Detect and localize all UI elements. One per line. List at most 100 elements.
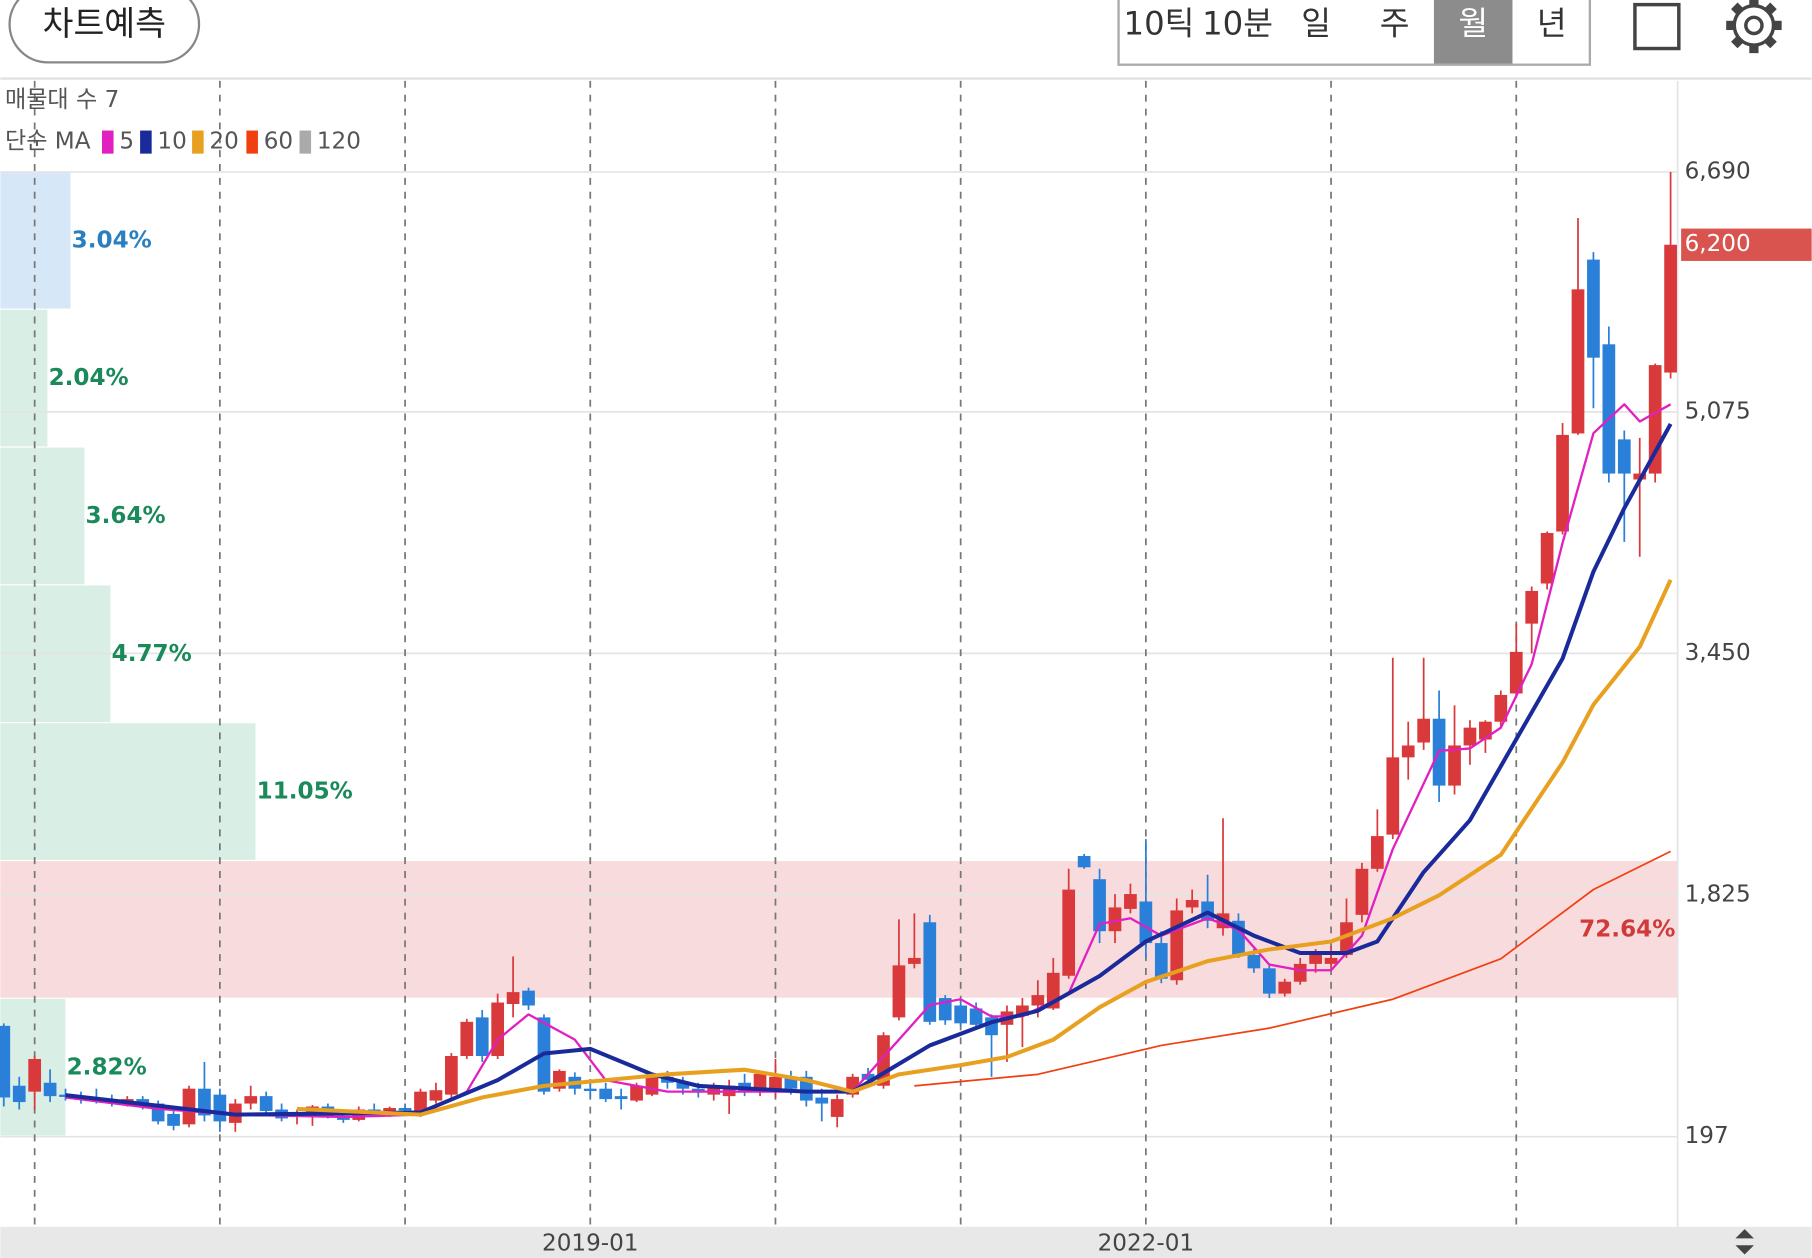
period-option[interactable]: 년 xyxy=(1537,4,1567,42)
predict-button-label[interactable]: 차트예측 xyxy=(43,4,166,43)
legend-swatch xyxy=(140,130,152,154)
candle-body xyxy=(954,1005,968,1024)
period-option[interactable]: 10분 xyxy=(1202,4,1273,42)
candle-body xyxy=(1293,963,1307,982)
candle-body xyxy=(1093,879,1106,932)
volume-profile-label: 3.64% xyxy=(86,503,166,529)
candle-body xyxy=(1401,745,1415,758)
candle-body xyxy=(414,1091,427,1111)
volume-profile-label: 2.04% xyxy=(49,365,129,391)
candle-body xyxy=(12,1085,26,1103)
ma-label: 단순 MA xyxy=(5,129,91,155)
last-price-label: 6,200 xyxy=(1685,231,1751,257)
period-option[interactable]: 주 xyxy=(1380,4,1410,42)
candle-body xyxy=(830,1099,844,1117)
period-selector: 10틱 10분 일 주 월 년 xyxy=(1117,0,1592,66)
candle-body xyxy=(1247,954,1261,969)
candle-body xyxy=(1571,289,1585,434)
candle-body xyxy=(583,1088,597,1092)
candle-body xyxy=(136,1099,150,1104)
candle-body xyxy=(1448,745,1461,786)
candle-body xyxy=(923,922,937,1022)
predict-button[interactable] xyxy=(8,0,201,64)
candle-body xyxy=(1556,434,1569,532)
candle-body xyxy=(1525,590,1539,624)
legend-label: 120 xyxy=(317,129,361,155)
candle-body xyxy=(1587,259,1600,358)
gear-tooth xyxy=(1772,20,1782,31)
volume-profile-label: 2.82% xyxy=(67,1054,147,1080)
candle-body xyxy=(892,965,906,1018)
legend-swatch xyxy=(246,130,258,154)
volume-profile-bar xyxy=(0,309,48,447)
candle-body xyxy=(522,990,535,1006)
candle-body xyxy=(815,1097,829,1104)
moving-average-line xyxy=(65,422,1673,1117)
candle-body xyxy=(1077,856,1091,868)
scroll-icon[interactable] xyxy=(1735,1229,1754,1255)
volume-profile-label: 72.64% xyxy=(1579,916,1675,942)
candle-body xyxy=(1324,957,1338,964)
candle-body xyxy=(475,1017,489,1057)
candle-body xyxy=(383,1108,396,1113)
candle-body xyxy=(861,1073,875,1080)
gear-tooth xyxy=(1749,43,1759,54)
gear-hub xyxy=(1744,15,1764,36)
y-tick-label: 6,690 xyxy=(1685,158,1751,184)
candle-body xyxy=(167,1113,180,1126)
volume-profile-bar xyxy=(0,723,256,860)
candle-body xyxy=(460,1021,474,1057)
candle-body xyxy=(429,1090,443,1101)
volume-profile-label: 4.77% xyxy=(112,641,192,667)
legend-swatch xyxy=(299,130,312,154)
gear-tooth xyxy=(1749,0,1759,7)
y-tick-label: 3,450 xyxy=(1685,640,1751,666)
legend-label: 20 xyxy=(209,129,238,155)
candle-body xyxy=(28,1058,42,1092)
candle-body xyxy=(1509,651,1523,694)
candle-body xyxy=(1463,727,1477,746)
candle-body xyxy=(1540,532,1554,584)
volume-profile-bar xyxy=(0,861,1678,998)
plot-layer: 197 1,825 3,450 5,075 6,690 2.82% 72.64% 11.05%… xyxy=(0,80,1812,1227)
candle-body xyxy=(645,1076,659,1095)
fullscreen-icon[interactable] xyxy=(1633,2,1681,51)
gear-tooth xyxy=(1726,20,1736,31)
candle-body xyxy=(244,1096,258,1104)
y-tick-label: 197 xyxy=(1685,1123,1729,1149)
candle-body xyxy=(491,1002,505,1057)
candle-body xyxy=(259,1096,273,1111)
candle-body xyxy=(1494,694,1508,722)
volume-profile-bar xyxy=(0,447,85,585)
period-option[interactable]: 일 xyxy=(1301,4,1331,42)
last-price-marker xyxy=(1681,228,1812,261)
y-tick-label: 5,075 xyxy=(1685,398,1751,424)
period-option[interactable]: 월 xyxy=(1458,4,1488,42)
x-tick-label: 2022-01 xyxy=(1098,1231,1195,1257)
candle-body xyxy=(506,992,520,1005)
legend: 5 10 20 60 120 xyxy=(101,129,361,155)
candle-body xyxy=(784,1076,798,1089)
candle-body xyxy=(614,1096,628,1100)
legend-swatch xyxy=(101,130,114,154)
candle-body xyxy=(691,1088,705,1092)
legend-label: 10 xyxy=(157,129,186,155)
candle-body xyxy=(908,957,921,964)
candle-body xyxy=(1062,889,1076,976)
candle-body xyxy=(676,1082,690,1089)
candle-body xyxy=(1417,718,1431,743)
candle-body xyxy=(1309,954,1322,964)
period-option[interactable]: 10틱 xyxy=(1124,4,1195,42)
candle-body xyxy=(1124,894,1137,909)
moving-average-line xyxy=(914,850,1672,1087)
candle-body xyxy=(1664,244,1677,373)
legend-label: 5 xyxy=(119,129,134,155)
candle-body xyxy=(599,1088,613,1100)
candle-body xyxy=(398,1108,412,1111)
candle-body xyxy=(43,1082,57,1097)
candle-body xyxy=(445,1056,458,1095)
candle-body xyxy=(1108,907,1122,932)
